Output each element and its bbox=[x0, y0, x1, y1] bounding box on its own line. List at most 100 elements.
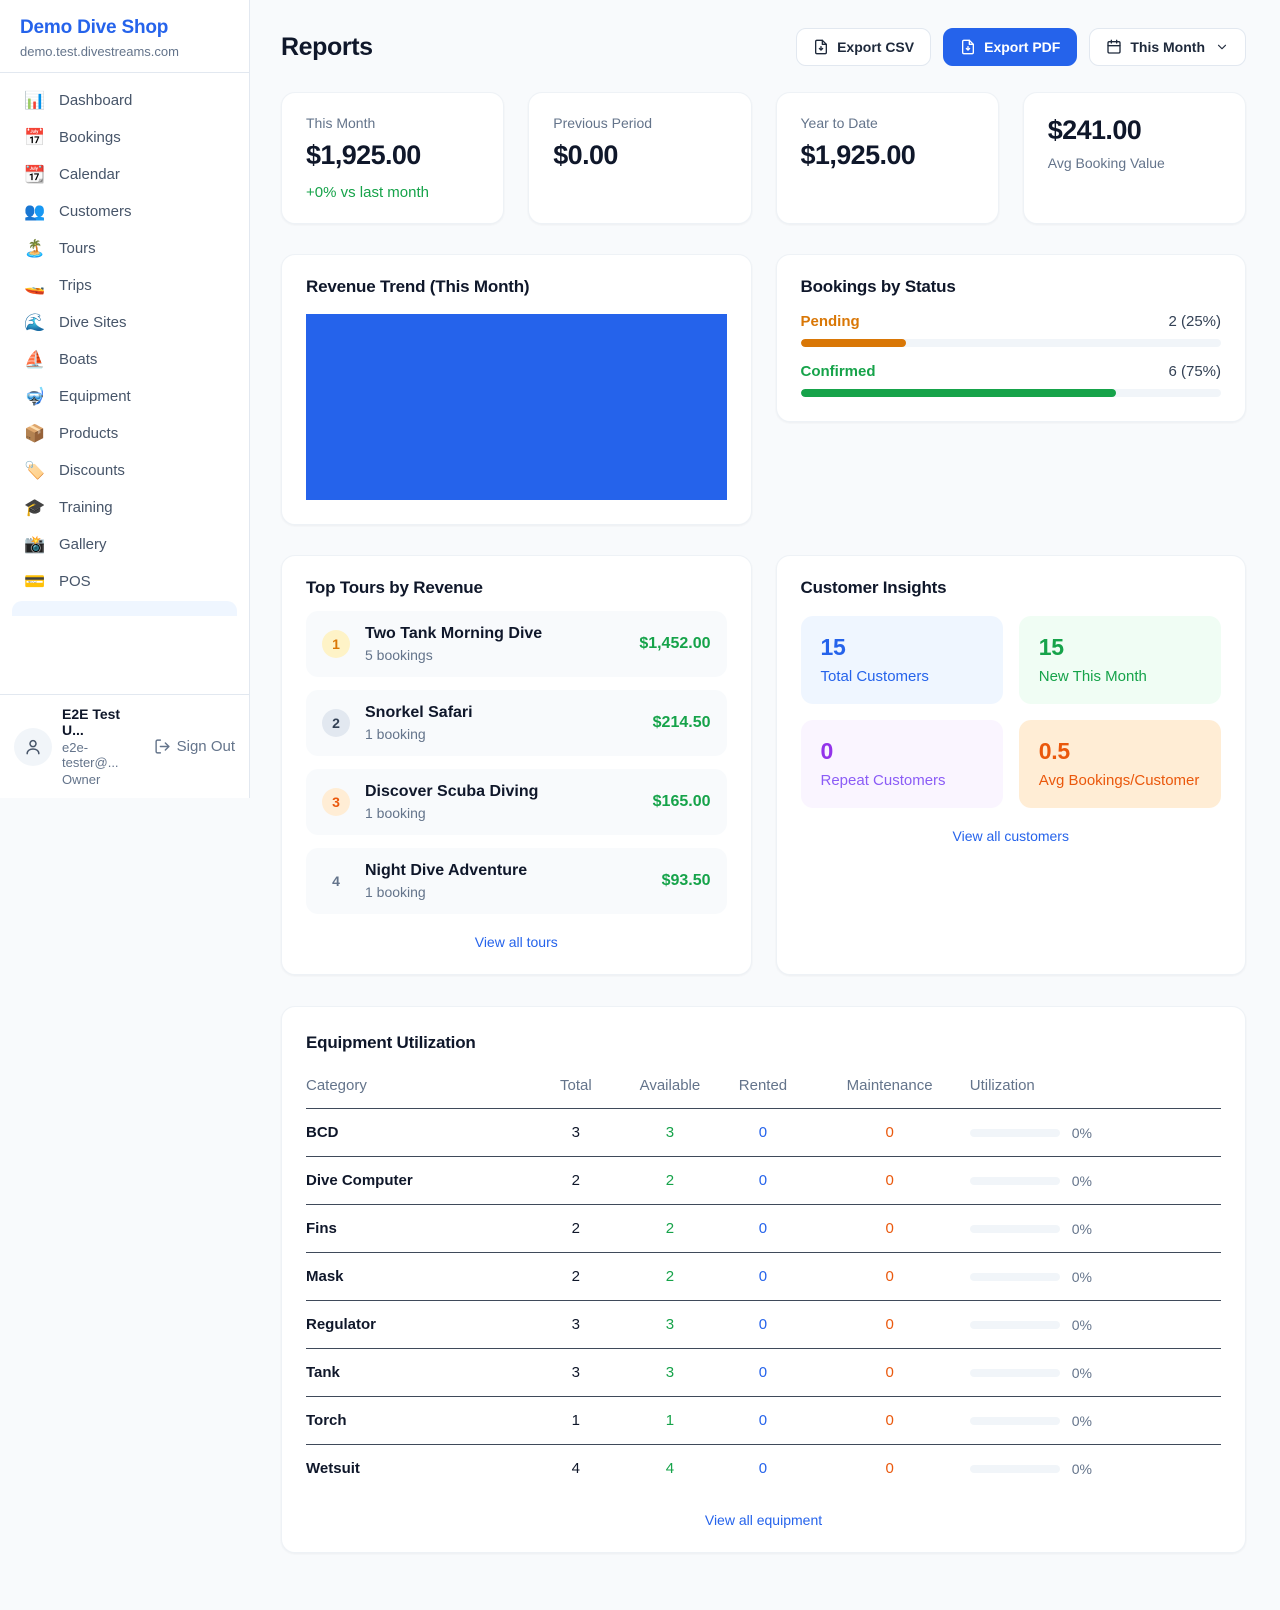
export-pdf-button[interactable]: Export PDF bbox=[943, 28, 1078, 66]
sidebar-item-label: POS bbox=[59, 573, 91, 590]
equipment-rented: 0 bbox=[716, 1204, 810, 1253]
sidebar: Demo Dive Shop demo.test.divestreams.com… bbox=[0, 0, 250, 798]
view-all-equipment-link[interactable]: View all equipment bbox=[704, 1512, 823, 1528]
utilization-bar bbox=[969, 1272, 1060, 1281]
stats-row: This Month $1,925.00 +0% vs last month P… bbox=[281, 92, 1246, 224]
insight-label: Avg Bookings/Customer bbox=[1038, 772, 1200, 789]
user-name: E2E Test U... bbox=[62, 706, 121, 738]
sidebar-item-reports-active[interactable] bbox=[12, 601, 237, 616]
sidebar-item-products[interactable]: 📦 Products bbox=[12, 416, 237, 451]
status-row-confirmed: Confirmed 6 (75%) bbox=[800, 363, 1221, 397]
tour-revenue: $93.50 bbox=[661, 872, 711, 889]
utilization-percent: 0% bbox=[1071, 1124, 1092, 1141]
view-all-tours-link[interactable]: View all tours bbox=[474, 934, 558, 950]
tour-row: 1 Two Tank Morning Dive 5 bookings $1,45… bbox=[306, 611, 727, 677]
equipment-maintenance: 0 bbox=[809, 1108, 970, 1157]
tour-bookings: 1 booking bbox=[365, 726, 426, 742]
sidebar-item-gallery[interactable]: 📸 Gallery bbox=[12, 527, 237, 562]
sidebar-item-label: Tours bbox=[59, 240, 96, 257]
equipment-rented: 0 bbox=[716, 1348, 810, 1397]
sailboat-icon: ⛵ bbox=[24, 350, 46, 369]
sidebar-item-label: Dashboard bbox=[59, 92, 133, 109]
stat-delta: +0% vs last month bbox=[306, 184, 429, 201]
view-all-customers-link[interactable]: View all customers bbox=[952, 828, 1069, 844]
column-header-rented: Rented bbox=[716, 1069, 810, 1109]
utilization-percent: 0% bbox=[1071, 1172, 1092, 1189]
sidebar-item-equipment[interactable]: 🤿 Equipment bbox=[12, 379, 237, 414]
equipment-total: 1 bbox=[528, 1396, 624, 1445]
sidebar-item-label: Bookings bbox=[59, 129, 121, 146]
file-download-icon bbox=[962, 39, 975, 55]
brand-name: Demo Dive Shop bbox=[20, 17, 169, 38]
sidebar-item-dive-sites[interactable]: 🌊 Dive Sites bbox=[12, 305, 237, 340]
utilization-percent: 0% bbox=[1071, 1220, 1092, 1237]
export-csv-label: Export CSV bbox=[837, 39, 915, 55]
tour-bookings: 5 bookings bbox=[365, 647, 433, 663]
equipment-available: 4 bbox=[665, 1460, 675, 1477]
utilization-percent: 0% bbox=[1071, 1316, 1092, 1333]
people-icon: 👥 bbox=[24, 202, 46, 221]
customer-insights-card: Customer Insights 15 Total Customers 15 … bbox=[775, 555, 1246, 975]
equipment-maintenance: 0 bbox=[809, 1204, 970, 1253]
sidebar-item-label: Calendar bbox=[59, 166, 120, 183]
tag-icon: 🏷️ bbox=[24, 461, 46, 480]
sign-out-button[interactable]: Sign Out bbox=[154, 738, 235, 755]
utilization-bar bbox=[969, 1320, 1060, 1329]
utilization-percent: 0% bbox=[1071, 1412, 1092, 1429]
equipment-total: 2 bbox=[528, 1252, 624, 1301]
sidebar-item-dashboard[interactable]: 📊 Dashboard bbox=[12, 83, 237, 118]
column-header-maintenance: Maintenance bbox=[809, 1069, 970, 1109]
sidebar-item-boats[interactable]: ⛵ Boats bbox=[12, 342, 237, 377]
tour-revenue: $214.50 bbox=[652, 714, 711, 731]
export-csv-button[interactable]: Export CSV bbox=[796, 28, 932, 66]
island-icon: 🏝️ bbox=[24, 239, 46, 258]
sidebar-item-training[interactable]: 🎓 Training bbox=[12, 490, 237, 525]
equipment-category: Mask bbox=[306, 1252, 529, 1301]
equipment-utilization-title: Equipment Utilization bbox=[306, 1033, 476, 1052]
table-row: Wetsuit 4 4 0 0 0% bbox=[306, 1445, 1221, 1493]
sidebar-item-discounts[interactable]: 🏷️ Discounts bbox=[12, 453, 237, 488]
insight-tile-avg-bookings: 0.5 Avg Bookings/Customer bbox=[1018, 720, 1221, 808]
equipment-total: 3 bbox=[528, 1108, 624, 1157]
equipment-category: Regulator bbox=[306, 1300, 529, 1349]
sidebar-item-label: Discounts bbox=[59, 462, 125, 479]
utilization-bar bbox=[969, 1176, 1060, 1185]
insight-value: 15 bbox=[820, 634, 846, 660]
equipment-available: 2 bbox=[623, 1204, 717, 1253]
user-email: e2e-tester@... bbox=[62, 740, 119, 770]
sidebar-item-calendar[interactable]: 📆 Calendar bbox=[12, 157, 237, 192]
stat-value: $241.00 bbox=[1047, 115, 1142, 145]
file-download-icon bbox=[815, 39, 828, 55]
insight-label: New This Month bbox=[1038, 668, 1147, 685]
equipment-maintenance: 0 bbox=[885, 1460, 894, 1477]
period-label: This Month bbox=[1130, 39, 1205, 55]
page-title: Reports bbox=[281, 32, 373, 61]
brand: Demo Dive Shop demo.test.divestreams.com bbox=[0, 0, 249, 73]
sidebar-item-pos[interactable]: 💳 POS bbox=[12, 564, 237, 599]
equipment-maintenance: 0 bbox=[809, 1396, 970, 1445]
period-dropdown[interactable]: This Month bbox=[1089, 28, 1246, 66]
equipment-rented: 0 bbox=[716, 1108, 810, 1157]
equipment-rented: 0 bbox=[716, 1252, 810, 1301]
equipment-total: 3 bbox=[528, 1300, 624, 1349]
sidebar-item-tours[interactable]: 🏝️ Tours bbox=[12, 231, 237, 266]
insight-tile-new-this-month: 15 New This Month bbox=[1018, 616, 1221, 704]
sidebar-item-customers[interactable]: 👥 Customers bbox=[12, 194, 237, 229]
tour-name: Two Tank Morning Dive bbox=[365, 625, 543, 642]
column-header-category: Category bbox=[306, 1069, 529, 1109]
equipment-available: 3 bbox=[623, 1348, 717, 1397]
credit-card-icon: 💳 bbox=[24, 572, 46, 591]
sidebar-item-trips[interactable]: 🚤 Trips bbox=[12, 268, 237, 303]
equipment-total: 4 bbox=[571, 1460, 580, 1477]
tour-row: 2 Snorkel Safari 1 booking $214.50 bbox=[306, 690, 727, 756]
insight-tile-repeat-customers: 0 Repeat Customers bbox=[800, 720, 1003, 808]
logout-icon bbox=[155, 739, 170, 754]
tour-name: Discover Scuba Diving bbox=[365, 783, 539, 800]
equipment-available: 2 bbox=[623, 1252, 717, 1301]
sidebar-item-label: Dive Sites bbox=[59, 314, 127, 331]
top-tours-title: Top Tours by Revenue bbox=[306, 578, 483, 597]
tour-row: 4 Night Dive Adventure 1 booking $93.50 bbox=[306, 848, 727, 914]
sidebar-item-bookings[interactable]: 📅 Bookings bbox=[12, 120, 237, 155]
header-actions: Export CSV Export PDF This Month bbox=[796, 28, 1246, 66]
equipment-rented: 0 bbox=[716, 1300, 810, 1349]
